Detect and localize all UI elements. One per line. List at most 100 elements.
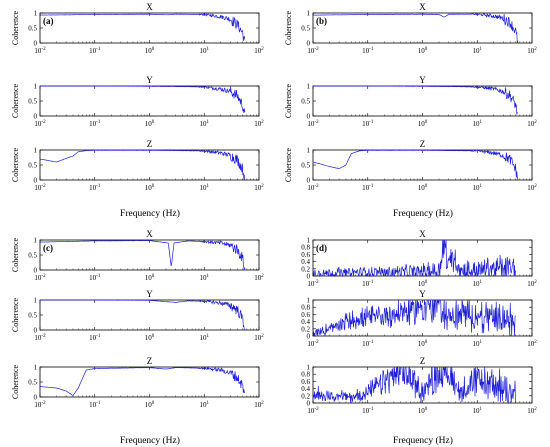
x-tick-label: 100 [145,401,155,409]
y-tick-label: 1 [34,147,38,155]
y-tick-label: 1 [34,83,38,91]
coherence-series-line [312,12,519,44]
x-tick-label: 10-1 [89,334,101,342]
y-tick-label: 0.4 [301,318,310,326]
x-axis-label: Frequency (Hz) [393,435,453,446]
y-tick-label: 0.5 [28,379,37,387]
x-tick-label: 100 [418,340,428,348]
x-tick-label: 101 [200,334,210,342]
x-tick-label: 100 [145,47,155,55]
y-tick-label: 0.6 [301,378,310,386]
subplot-1: Y Coherence 0 0.5 1 10-2 10-1 100 101 102 [11,75,264,128]
x-tick-label: 102 [254,120,264,128]
x-tick-label: 10-1 [362,407,374,415]
y-tick-label: 0.6 [301,251,310,259]
y-tick-label: 0 [307,177,311,185]
y-tick-label: 1 [34,10,38,18]
x-tick-label: 10-2 [34,274,46,282]
x-tick-label: 100 [418,280,428,288]
subplot-7: Y Coherence 0 0.5 1 10-2 10-1 100 101 102 [11,289,264,342]
x-tick-label: 10-2 [307,407,319,415]
x-tick-label: 10-1 [362,47,374,55]
axes-frame [39,366,260,398]
x-tick-label: 10-1 [362,280,374,288]
x-tick-label: 10-1 [362,340,374,348]
y-tick-label: 0 [307,400,311,408]
x-tick-label: 102 [527,280,537,288]
x-tick-label: 102 [527,47,537,55]
y-axis-label: Coherence [11,297,20,332]
y-tick-label: 1 [307,10,311,18]
y-tick-label: 0 [307,273,311,281]
y-axis-label: Coherence [284,147,293,182]
subplot-title: Y [146,289,153,299]
axes-frame [39,12,260,44]
y-tick-label: 0 [307,113,311,121]
x-axis-label: Frequency (Hz) [393,208,453,219]
axes-frame [39,85,260,117]
y-tick-label: 0 [34,327,38,335]
x-tick-label: 100 [145,334,155,342]
x-tick-label: 10-2 [34,184,46,192]
y-axis-label: Coherence [11,83,20,118]
y-tick-label: 0.2 [301,265,310,273]
subplot-title: Y [419,75,426,85]
x-tick-label: 10-1 [89,274,101,282]
subplot-4: Y Coherence 0 0.5 1 10-2 10-1 100 101 102 [284,75,537,128]
y-tick-label: 0 [307,333,311,341]
x-tick-label: 101 [473,280,483,288]
x-tick-label: 10-2 [307,47,319,55]
y-tick-label: 0 [307,40,311,48]
subplot-title: Z [420,356,426,366]
y-tick-label: 1 [34,297,38,305]
x-tick-label: 10-2 [307,184,319,192]
subplot-9: X (d) 00.20.40.60.81 10-2 10-1 100 101 102 [301,229,537,288]
x-tick-label: 101 [473,407,483,415]
x-tick-label: 101 [200,274,210,282]
panel-label: (a) [43,16,54,26]
coherence-series-line [312,239,516,278]
subplot-title: Z [147,139,153,149]
x-tick-label: 101 [200,120,210,128]
y-tick-label: 0.5 [28,162,37,170]
y-tick-label: 0.5 [28,98,37,106]
subplot-title: X [419,2,426,12]
x-tick-label: 10-2 [307,120,319,128]
y-tick-label: 0 [34,113,38,121]
x-axis-label: Frequency (Hz) [120,435,180,446]
y-tick-label: 0.4 [301,385,310,393]
y-axis-label: Coherence [11,364,20,399]
y-tick-label: 0.5 [28,312,37,320]
y-tick-label: 0 [34,267,38,275]
y-tick-label: 0.8 [301,371,310,379]
coherence-series-line [39,239,246,271]
y-tick-label: 0.4 [301,258,310,266]
x-tick-label: 10-2 [34,401,46,409]
subplot-title: Z [420,139,426,149]
x-tick-label: 101 [473,47,483,55]
coherence-series-line [39,85,246,113]
x-tick-label: 102 [527,120,537,128]
x-tick-label: 101 [200,47,210,55]
x-tick-label: 10-2 [34,120,46,128]
y-tick-label: 0.6 [301,311,310,319]
y-tick-label: 1 [34,364,38,372]
y-tick-label: 1 [307,297,311,305]
x-tick-label: 10-2 [34,47,46,55]
y-tick-label: 0 [34,394,38,402]
panel-label: (d) [316,243,327,253]
coherence-series-line [312,365,516,405]
x-tick-label: 100 [418,407,428,415]
x-tick-label: 100 [145,120,155,128]
coherence-series-line [39,149,246,181]
subplot-2: Z Coherence 0 0.5 1 10-2 10-1 100 101 102 [11,139,264,192]
panel-label: (c) [43,243,53,253]
x-tick-label: 101 [473,184,483,192]
x-tick-label: 101 [473,120,483,128]
y-axis-label: Coherence [11,237,20,272]
coherence-series-line [312,299,516,337]
y-tick-label: 0.5 [301,25,310,33]
subplot-title: X [146,2,153,12]
y-tick-label: 1 [307,364,311,372]
